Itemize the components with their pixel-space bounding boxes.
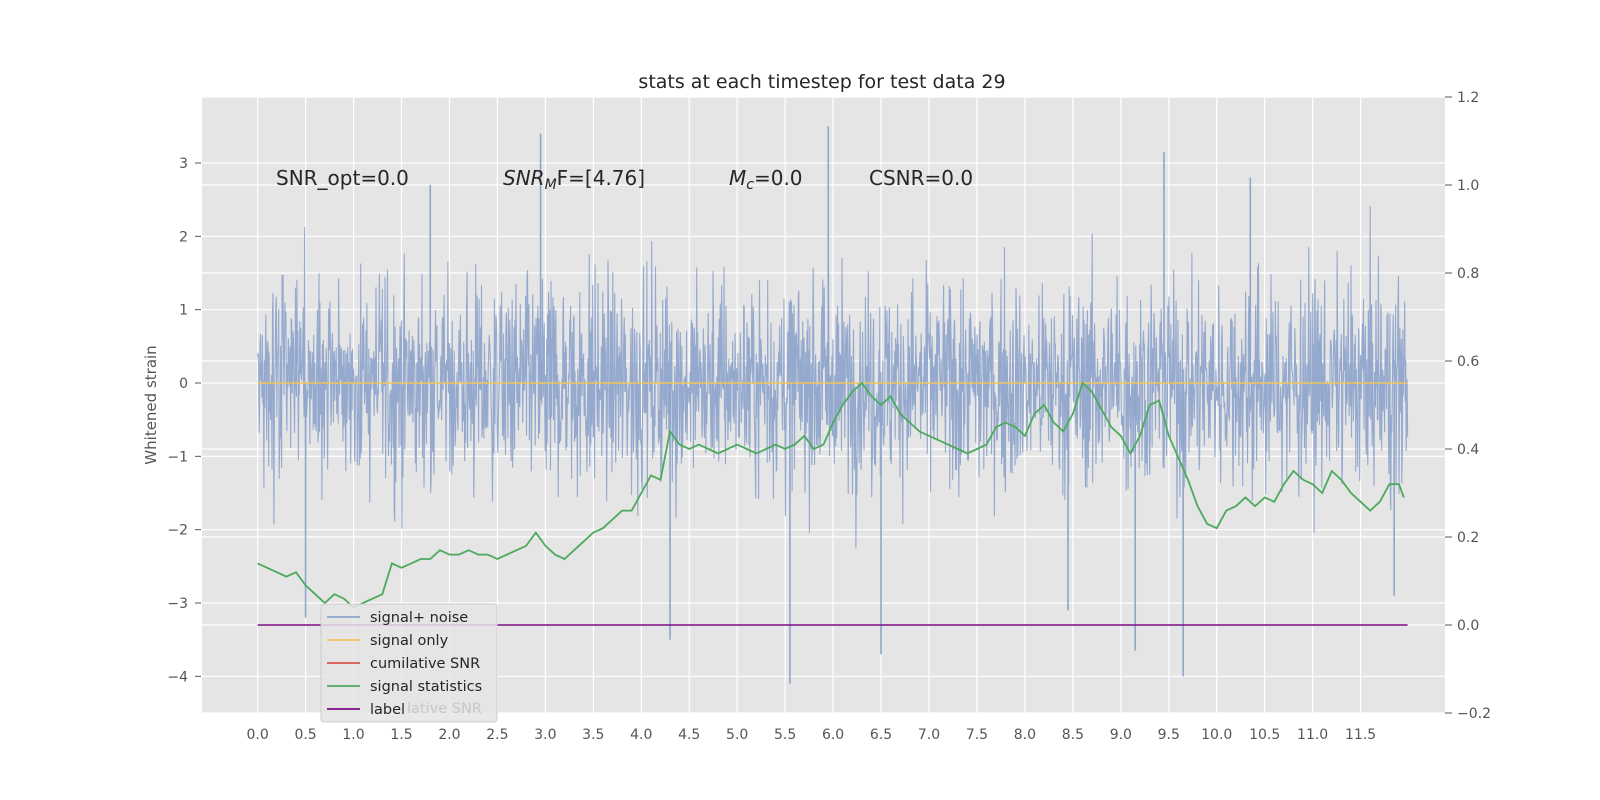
x-tick-label: 11.5 <box>1345 727 1376 743</box>
x-tick-label: 1.0 <box>342 727 364 743</box>
x-tick-label: 1.5 <box>390 727 412 743</box>
x-axis-ticks: 0.0 0.5 1.0 1.5 2.0 2.5 3.0 3.5 4.0 4.5 5.0 5.5 6.0 6… <box>246 727 1376 743</box>
y-tick-label: −1 <box>167 449 188 465</box>
y-tick-label: −3 <box>167 596 188 612</box>
annotation-snr-mf: SNRMF=[4.76] <box>503 166 645 193</box>
x-tick-label: 3.0 <box>534 727 556 743</box>
y-tick-label: 1 <box>179 303 188 319</box>
y2-tick-label: 1.0 <box>1457 178 1479 194</box>
legend-ghost-text: lative SNR <box>407 701 482 717</box>
annotation-snr-opt: SNR_opt=0.0 <box>276 166 409 190</box>
x-tick-label: 5.5 <box>774 727 796 743</box>
x-tick-label: 7.0 <box>918 727 940 743</box>
x-tick-label: 0.0 <box>246 727 268 743</box>
legend-entry-label: cumilative SNR <box>370 656 480 672</box>
x-tick-label: 4.0 <box>630 727 652 743</box>
annotation-mc-rest: =0.0 <box>754 166 803 190</box>
x-tick-label: 7.5 <box>966 727 988 743</box>
annotation-snr-mf-rest: F=[4.76] <box>557 166 645 190</box>
x-tick-label: 10.0 <box>1201 727 1232 743</box>
y2-tick-label: 0.0 <box>1457 618 1479 634</box>
x-tick-label: 9.0 <box>1110 727 1132 743</box>
x-tick-label: 3.5 <box>582 727 604 743</box>
x-tick-label: 0.5 <box>294 727 316 743</box>
y-axis-ticks: 3 2 1 0 −1 −2 −3 −4 <box>167 156 201 685</box>
y2-tick-label: 0.4 <box>1457 442 1479 458</box>
y-tick-label: 0 <box>179 376 188 392</box>
x-tick-label: 8.5 <box>1062 727 1084 743</box>
series-signal-noise <box>257 126 1409 684</box>
series-line-signal-statistics <box>257 381 1405 609</box>
x-tick-label: 10.5 <box>1249 727 1280 743</box>
x-tick-label: 6.5 <box>870 727 892 743</box>
legend-box <box>320 603 498 723</box>
x-tick-label: 9.5 <box>1158 727 1180 743</box>
y-tick-label: −2 <box>167 523 188 539</box>
y-tick-label: 2 <box>179 229 188 245</box>
legend-entry-label: signal+ noise <box>370 610 468 626</box>
x-tick-label: 2.0 <box>438 727 460 743</box>
annotation-mc-base: M <box>729 166 746 190</box>
x-tick-label: 6.0 <box>822 727 844 743</box>
legend: lative SNR signal+ noise signal only cumil… <box>320 603 498 723</box>
legend-entry-label: signal only <box>370 633 449 649</box>
annotation-csnr: CSNR=0.0 <box>869 166 973 190</box>
y-tick-label: 3 <box>179 156 188 172</box>
legend-entry-label: label <box>370 702 405 718</box>
y2-tick-label: 1.2 <box>1457 90 1479 106</box>
y2-axis-ticks: 1.2 1.0 0.8 0.6 0.4 0.2 0.0 −0.2 <box>1445 90 1491 722</box>
x-tick-label: 4.5 <box>678 727 700 743</box>
annotation-mc: Mc=0.0 <box>729 166 803 193</box>
x-tick-label: 11.0 <box>1297 727 1328 743</box>
y2-tick-label: 0.2 <box>1457 530 1479 546</box>
legend-entries: signal+ noise signal only cumilative SNR si… <box>327 610 482 718</box>
annotation-mc-sub: c <box>746 177 754 193</box>
legend-entry-label: signal statistics <box>370 679 482 695</box>
y2-tick-label: −0.2 <box>1457 706 1491 722</box>
chart-title: stats at each timestep for test data 29 <box>638 71 1005 93</box>
noise-trace <box>257 205 1409 549</box>
x-tick-label: 8.0 <box>1014 727 1036 743</box>
annotation-snr-mf-base: SNR <box>503 166 545 190</box>
y-axis-label: Whitened strain <box>142 345 160 464</box>
y-tick-label: −4 <box>167 669 188 685</box>
annotation-snr-mf-sub: M <box>545 177 557 193</box>
y2-tick-label: 0.6 <box>1457 354 1479 370</box>
x-tick-label: 2.5 <box>486 727 508 743</box>
x-tick-label: 5.0 <box>726 727 748 743</box>
y2-tick-label: 0.8 <box>1457 266 1479 282</box>
